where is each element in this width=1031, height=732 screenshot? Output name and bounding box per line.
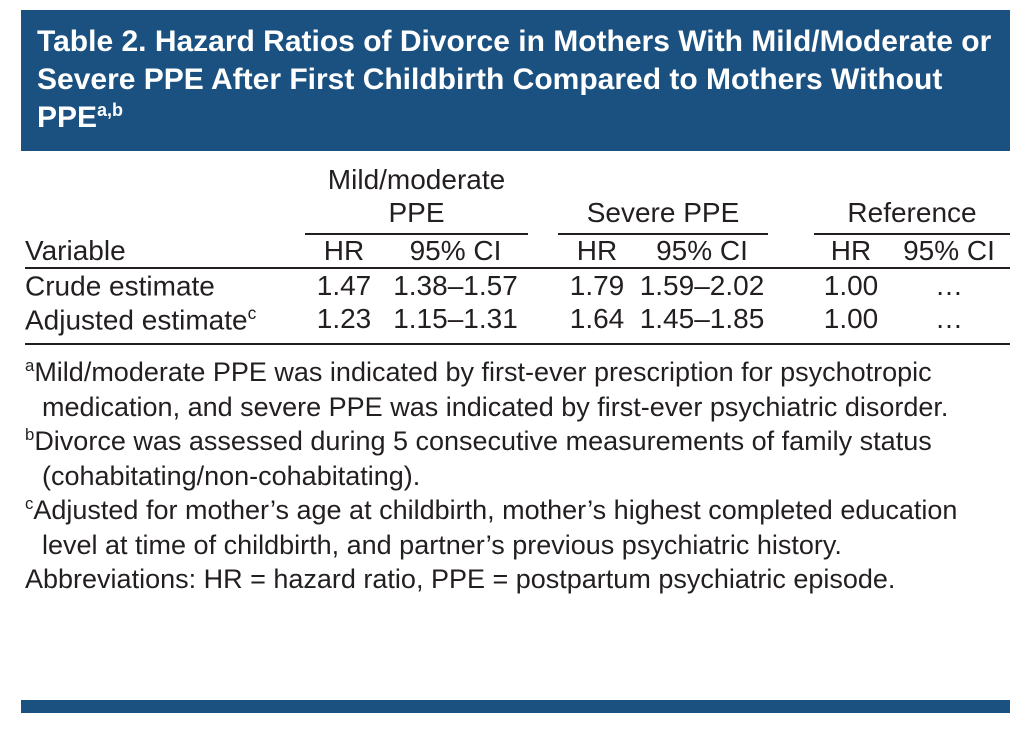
table-title-footnote-marks: a,b xyxy=(97,99,124,120)
column-header-row: Variable HR 95% CI HR 95% CI HR 95% CI xyxy=(25,234,1010,270)
cell-hr-mild-moderate: 1.23 xyxy=(305,302,383,346)
footnote-text: Divorce was assessed during 5 consecutiv… xyxy=(34,426,932,491)
footnote-mark: a xyxy=(25,356,35,376)
cell-ci-mild-moderate: 1.38–1.57 xyxy=(393,270,518,302)
cell-ci-reference: … xyxy=(935,270,963,302)
footnote-a: aMild/moderate PPE was indicated by firs… xyxy=(25,355,1010,424)
row-label-text: Adjusted estimate xyxy=(25,304,248,336)
group-header-reference: Reference xyxy=(814,157,1010,236)
column-header-hr-severe: HR xyxy=(558,234,636,270)
footnote-mark: b xyxy=(25,425,35,445)
cell-hr-mild-moderate: 1.47 xyxy=(316,270,372,302)
row-label-footnote-mark: c xyxy=(247,302,257,323)
column-header-variable: Variable xyxy=(25,234,305,270)
footnote-mark: c xyxy=(25,494,34,514)
cell-ci-mild-moderate: 1.15–1.31 xyxy=(383,302,528,346)
cell-hr-severe: 1.79 xyxy=(569,270,625,302)
cell-spacer xyxy=(528,268,558,302)
cell-spacer xyxy=(768,268,814,302)
row-label: Crude estimate xyxy=(25,268,305,302)
group-header-mild-moderate-ppe: Mild/moderate PPE xyxy=(305,157,528,236)
cell-spacer xyxy=(768,302,814,346)
cell-hr-reference: 1.00 xyxy=(814,302,888,346)
table-row-crude-estimate: Crude estimate 1.47 1.38–1.57 1.79 1.59–… xyxy=(25,268,1010,302)
footnote-text: Mild/moderate PPE was indicated by first… xyxy=(34,357,949,422)
table-title-text: Table 2. Hazard Ratios of Divorce in Mot… xyxy=(37,25,992,134)
column-header-spacer xyxy=(528,234,558,270)
footnote-abbreviations: Abbreviations: HR = hazard ratio, PPE = … xyxy=(25,562,1010,597)
table-row-adjusted-estimate: Adjusted estimatec 1.23 1.15–1.31 1.64 1… xyxy=(25,302,1010,346)
row-label-text: Crude estimate xyxy=(25,270,215,302)
cell-hr-severe: 1.64 xyxy=(558,302,636,346)
column-header-ci-severe: 95% CI xyxy=(636,234,768,270)
cell-ci-reference: … xyxy=(888,302,1010,346)
cell-ci-severe: 1.45–1.85 xyxy=(636,302,768,346)
footnote-c: cAdjusted for mother’s age at childbirth… xyxy=(25,493,1010,562)
group-header-severe-ppe: Severe PPE xyxy=(558,157,768,236)
footnote-b: bDivorce was assessed during 5 consecuti… xyxy=(25,424,1010,493)
column-header-ci-mild-moderate: 95% CI xyxy=(383,234,528,270)
row-label: Adjusted estimatec xyxy=(25,302,305,346)
cell-ci-severe: 1.59–2.02 xyxy=(639,270,765,302)
footnotes-block: aMild/moderate PPE was indicated by firs… xyxy=(25,355,1010,597)
footnote-text: Adjusted for mother’s age at childbirth,… xyxy=(33,495,958,560)
column-header-hr-mild-moderate: HR xyxy=(305,234,383,270)
table-title-bar: Table 2. Hazard Ratios of Divorce in Mot… xyxy=(21,10,1010,152)
hazard-ratios-table: Mild/moderate PPE Severe PPE Reference V… xyxy=(25,157,1010,346)
footnote-text: Abbreviations: HR = hazard ratio, PPE = … xyxy=(25,564,896,595)
bottom-rule xyxy=(21,700,1010,713)
column-header-hr-reference: HR xyxy=(814,234,888,270)
cell-spacer xyxy=(528,302,558,346)
column-header-spacer xyxy=(768,234,814,270)
group-spacer xyxy=(528,157,558,234)
group-spacer xyxy=(768,157,814,234)
cell-hr-reference: 1.00 xyxy=(823,270,879,302)
column-header-ci-reference: 95% CI xyxy=(888,234,1010,270)
group-header-empty-cell xyxy=(25,157,305,234)
group-header-row: Mild/moderate PPE Severe PPE Reference xyxy=(25,157,1010,236)
